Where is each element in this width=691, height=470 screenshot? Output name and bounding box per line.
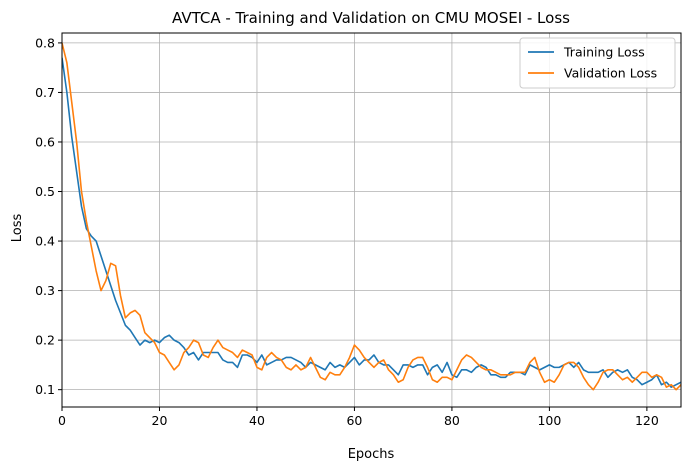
plot-frame — [61, 32, 682, 408]
x-tick-label: 100 — [537, 413, 561, 428]
x-tick-label: 20 — [152, 413, 168, 428]
y-axis-ticks: 0.1 0.2 0.3 0.4 0.5 0.6 0.7 0.8 — [35, 35, 62, 397]
y-tick-label: 0.5 — [35, 184, 55, 199]
y-tick-label: 0.7 — [35, 85, 55, 100]
x-tick-label: 0 — [58, 413, 66, 428]
y-tick-label: 0.3 — [35, 283, 55, 298]
series-line-training — [62, 57, 681, 388]
x-tick-label: 120 — [635, 413, 659, 428]
series-line-validation — [62, 42, 681, 391]
x-axis-label: Epochs — [348, 447, 395, 462]
y-tick-label: 0.6 — [35, 134, 55, 149]
grid-lines — [61, 33, 681, 407]
legend-box — [519, 37, 676, 89]
series-layer — [62, 42, 681, 391]
legend: Training Loss Validation Loss — [519, 37, 676, 89]
y-tick-label: 0.8 — [35, 35, 55, 50]
x-tick-label: 60 — [346, 413, 362, 428]
y-axis-label: Loss — [10, 214, 25, 243]
y-tick-label: 0.4 — [35, 234, 55, 249]
legend-label: Validation Loss — [564, 66, 657, 81]
x-tick-label: 40 — [249, 413, 265, 428]
x-tick-label: 80 — [444, 413, 460, 428]
chart-title: AVTCA - Training and Validation on CMU M… — [172, 9, 570, 27]
y-tick-label: 0.2 — [35, 333, 55, 348]
x-axis-ticks: 0 20 40 60 80 100 120 — [58, 407, 659, 428]
y-tick-label: 0.1 — [35, 382, 55, 397]
legend-label: Training Loss — [563, 45, 645, 60]
